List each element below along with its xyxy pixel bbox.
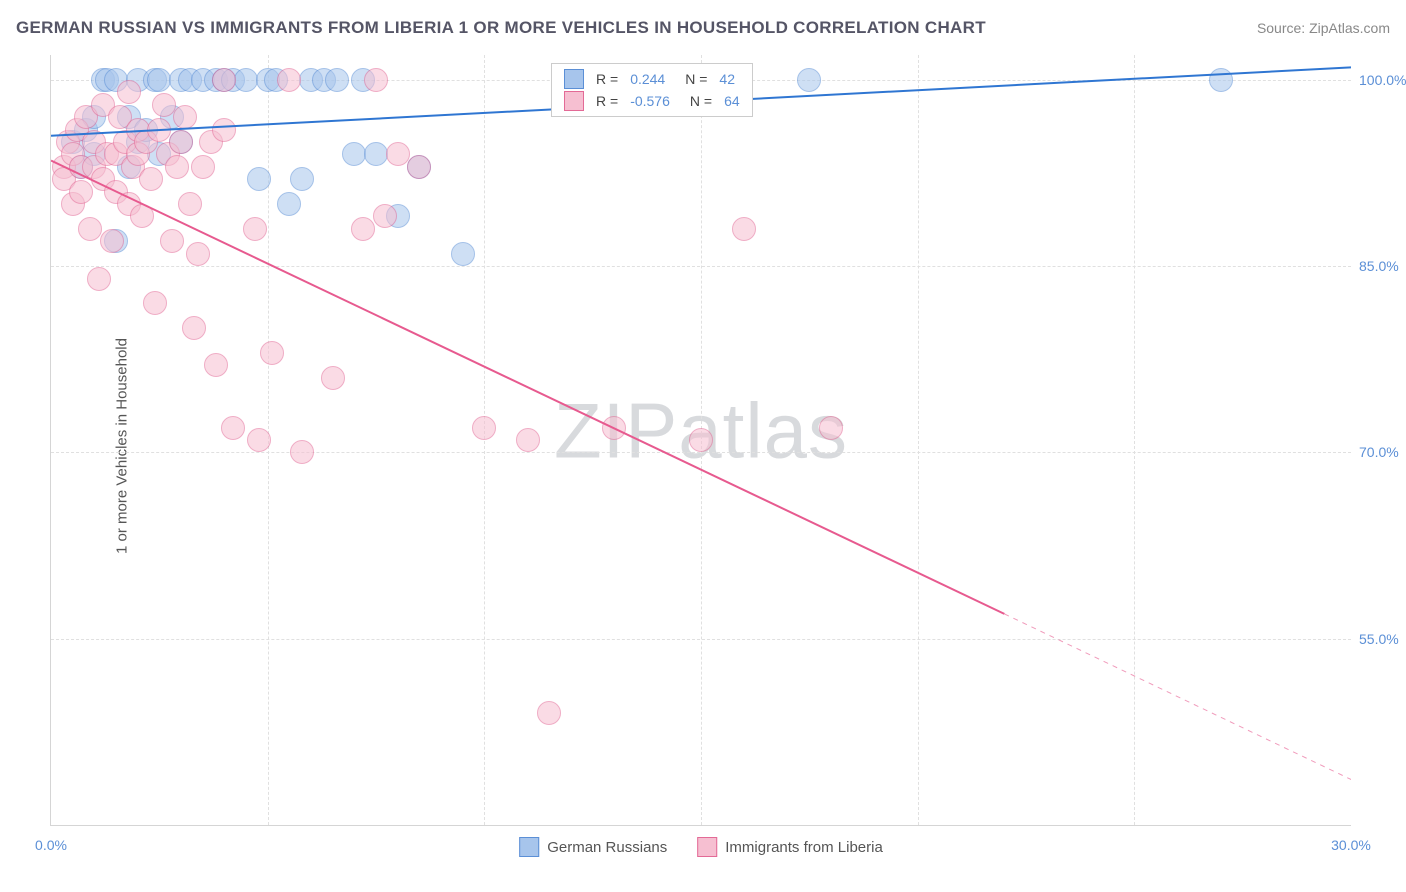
data-point [243,217,267,241]
data-point [169,130,193,154]
x-tick-label: 30.0% [1331,837,1371,853]
data-point [407,155,431,179]
data-point [732,217,756,241]
data-point [147,68,171,92]
legend-swatch [519,837,539,857]
data-point [191,155,215,179]
chart-legend: German Russians Immigrants from Liberia [519,837,883,857]
legend-item: Immigrants from Liberia [697,837,883,857]
data-point [143,291,167,315]
chart-header: GERMAN RUSSIAN VS IMMIGRANTS FROM LIBERI… [16,18,1390,38]
data-point [472,416,496,440]
gridline-v [1134,55,1135,825]
data-point [277,192,301,216]
legend-swatch [697,837,717,857]
data-point [689,428,713,452]
data-point [342,142,366,166]
y-tick-label: 55.0% [1359,631,1406,647]
stats-row: R = 0.244N = 42 [564,68,740,90]
data-point [277,68,301,92]
data-point [87,267,111,291]
data-point [117,80,141,104]
data-point [212,68,236,92]
data-point [602,416,626,440]
legend-label: Immigrants from Liberia [725,839,883,856]
data-point [234,68,258,92]
data-point [69,180,93,204]
data-point [819,416,843,440]
x-tick-label: 0.0% [35,837,67,853]
data-point [204,353,228,377]
data-point [386,142,410,166]
data-point [451,242,475,266]
data-point [160,229,184,253]
data-point [247,167,271,191]
data-point [364,68,388,92]
data-point [178,192,202,216]
data-point [1209,68,1233,92]
data-point [247,428,271,452]
stats-row: R = -0.576N = 64 [564,90,740,112]
data-point [537,701,561,725]
data-point [290,440,314,464]
legend-swatch [564,69,584,89]
data-point [516,428,540,452]
data-point [797,68,821,92]
data-point [182,316,206,340]
data-point [130,204,154,228]
y-tick-label: 100.0% [1359,72,1406,88]
data-point [147,118,171,142]
chart-title: GERMAN RUSSIAN VS IMMIGRANTS FROM LIBERI… [16,18,986,38]
scatter-chart: ZIPatlas 100.0%85.0%70.0%55.0%0.0%30.0%R… [50,55,1351,826]
data-point [152,93,176,117]
stats-box: R = 0.244N = 42R = -0.576N = 64 [551,63,753,117]
data-point [78,217,102,241]
data-point [100,229,124,253]
data-point [186,242,210,266]
legend-item: German Russians [519,837,667,857]
data-point [260,341,284,365]
gridline-v [918,55,919,825]
y-tick-label: 85.0% [1359,258,1406,274]
legend-swatch [564,91,584,111]
data-point [173,105,197,129]
data-point [212,118,236,142]
source-label: Source: ZipAtlas.com [1257,20,1390,36]
data-point [165,155,189,179]
data-point [139,167,163,191]
legend-label: German Russians [547,839,667,856]
data-point [321,366,345,390]
data-point [364,142,388,166]
data-point [325,68,349,92]
gridline-v [484,55,485,825]
data-point [221,416,245,440]
data-point [290,167,314,191]
data-point [351,217,375,241]
y-tick-label: 70.0% [1359,444,1406,460]
data-point [373,204,397,228]
